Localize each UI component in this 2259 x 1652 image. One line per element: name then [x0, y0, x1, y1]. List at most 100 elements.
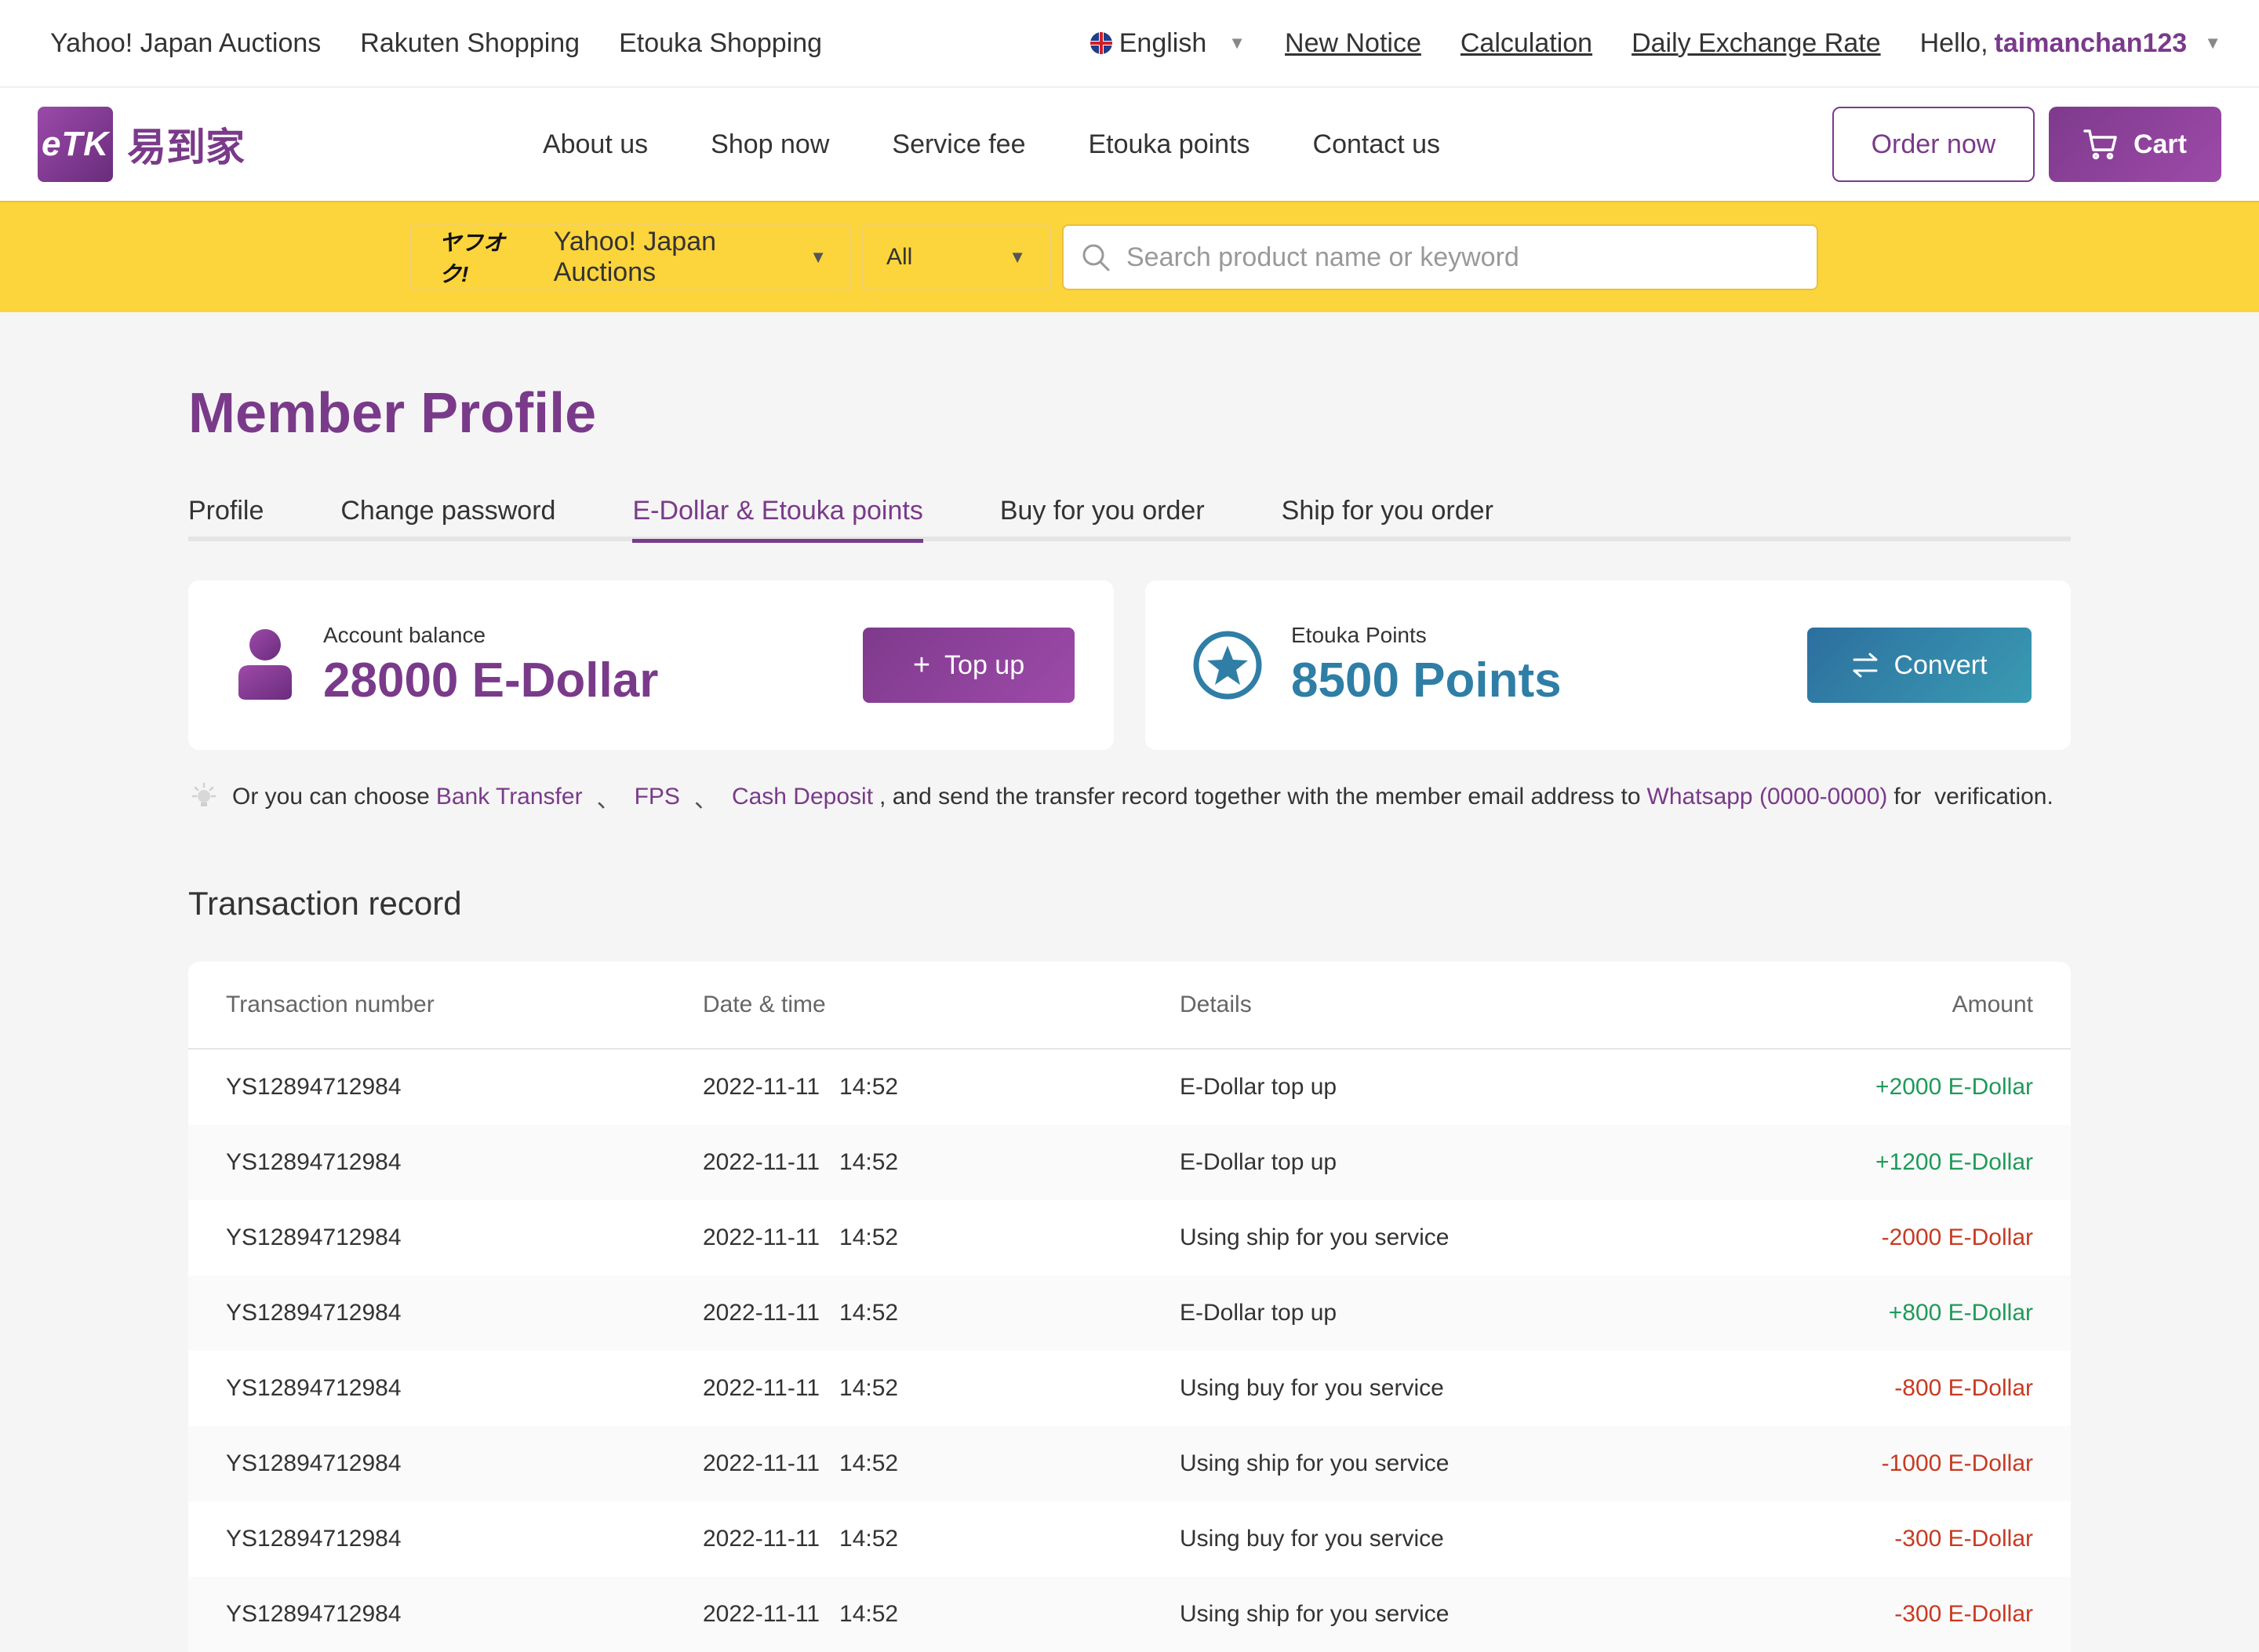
transaction-table: Transaction number Date & time Details A…: [188, 962, 2071, 1652]
nav-etouka-points[interactable]: Etouka points: [1088, 129, 1250, 159]
nav-shop-now[interactable]: Shop now: [711, 129, 830, 159]
transaction-datetime: 2022-11-11 14:52: [703, 1450, 899, 1476]
nav-service-fee[interactable]: Service fee: [892, 129, 1026, 159]
platform-select-value: Yahoo! Japan Auctions: [553, 227, 717, 287]
payment-notice: Or you can choose Bank Transfer 、 FPS 、 …: [188, 780, 2071, 814]
lightbulb-icon: [191, 782, 216, 806]
convert-button[interactable]: Convert: [1807, 628, 2032, 703]
convert-label: Convert: [1893, 650, 1988, 680]
etouka-points-card: Etouka Points 8500 Points Convert: [1145, 580, 2071, 750]
platform-select[interactable]: ヤフオク! Yahoo! Japan Auctions ▼: [409, 224, 852, 290]
table-row: YS12894712984 2022-11-11 14:52 Using ship …: [188, 1200, 2071, 1275]
table-row: YS12894712984 2022-11-11 14:52 Using buy f…: [188, 1351, 2071, 1426]
nav-about-us[interactable]: About us: [542, 129, 649, 159]
tab-buy-for-you-order[interactable]: Buy for you order: [999, 496, 1205, 526]
user-menu[interactable]: Hello, taimanchan123 ▼: [1920, 28, 2221, 59]
column-header: Transaction number: [226, 992, 435, 1017]
transaction-datetime: 2022-11-11 14:52: [703, 1375, 899, 1401]
link-rakuten-shopping[interactable]: Rakuten Shopping: [360, 27, 580, 58]
calculation-link[interactable]: Calculation: [1460, 27, 1593, 58]
transaction-amount: +1200 E-Dollar: [1875, 1149, 2033, 1175]
transaction-datetime: 2022-11-11 14:52: [703, 1149, 899, 1175]
chevron-down-icon: ▼: [1009, 247, 1026, 267]
column-header: Date & time: [703, 992, 826, 1017]
chevron-down-icon: ▼: [809, 247, 827, 267]
utility-menu: English ▼ New Notice Calculation Daily E…: [1050, 28, 2221, 59]
plus-icon: +: [912, 648, 931, 682]
transaction-details: E-Dollar top up: [1180, 1074, 1337, 1100]
table-row: YS12894712984 2022-11-11 14:52 Using ship …: [188, 1577, 2071, 1652]
main-nav: About us Shop now Service fee Etouka poi…: [511, 129, 1471, 160]
balance-value: 28000 E-Dollar: [323, 653, 659, 708]
tab-ship-for-you-order[interactable]: Ship for you order: [1281, 496, 1493, 526]
transaction-datetime: 2022-11-11 14:52: [703, 1300, 899, 1326]
logo-text: 易到家: [127, 126, 245, 169]
exchange-rate-link[interactable]: Daily Exchange Rate: [1632, 27, 1881, 58]
transaction-details: Using buy for you service: [1180, 1375, 1444, 1401]
cart-label: Cart: [2133, 129, 2187, 159]
balance-cards: Account balance 28000 E-Dollar + Top up …: [188, 580, 2071, 750]
notice-separator: 、: [693, 787, 718, 813]
account-balance-card: Account balance 28000 E-Dollar + Top up: [188, 580, 1114, 750]
category-select-value: All: [886, 244, 913, 270]
logo-badge: eTK: [38, 107, 113, 182]
transaction-details: Using buy for you service: [1180, 1526, 1444, 1552]
transaction-amount: -2000 E-Dollar: [1881, 1224, 2033, 1250]
table-row: YS12894712984 2022-11-11 14:52 Using ship …: [188, 1426, 2071, 1501]
transaction-datetime: 2022-11-11 14:52: [703, 1601, 899, 1627]
username: taimanchan123: [1994, 27, 2188, 58]
transaction-number: YS12894712984: [226, 1224, 402, 1250]
chevron-down-icon: ▼: [1228, 33, 1246, 53]
points-info: Etouka Points 8500 Points: [1291, 623, 1562, 708]
cash-deposit-link[interactable]: Cash Deposit: [731, 784, 874, 810]
transaction-amount: +800 E-Dollar: [1888, 1300, 2033, 1326]
transaction-number: YS12894712984: [226, 1149, 402, 1175]
tab-edollar-points[interactable]: E-Dollar & Etouka points: [632, 496, 924, 543]
top-up-label: Top up: [944, 650, 1025, 680]
top-up-button[interactable]: + Top up: [863, 628, 1075, 703]
platform-links: Yahoo! Japan Auctions Rakuten Shopping E…: [50, 28, 861, 59]
transaction-number: YS12894712984: [226, 1300, 402, 1326]
table-header: Transaction number Date & time Details A…: [188, 962, 2071, 1050]
balance-info: Account balance 28000 E-Dollar: [323, 623, 658, 708]
new-notice-link[interactable]: New Notice: [1285, 27, 1421, 58]
user-icon: [238, 629, 292, 700]
nav-contact-us[interactable]: Contact us: [1312, 129, 1441, 159]
balance-label: Account balance: [323, 622, 486, 647]
link-yahoo-auctions[interactable]: Yahoo! Japan Auctions: [50, 27, 322, 58]
tab-change-password[interactable]: Change password: [340, 496, 556, 526]
main-header: eTK 易到家 About us Shop now Service fee Et…: [0, 88, 2259, 201]
star-badge-icon: [1193, 631, 1262, 700]
language-selector[interactable]: English ▼: [1089, 28, 1246, 59]
cart-button[interactable]: Cart: [2048, 107, 2221, 182]
search-field[interactable]: [1062, 224, 1818, 290]
language-label: English: [1119, 27, 1207, 58]
transaction-datetime: 2022-11-11 14:52: [703, 1526, 899, 1552]
points-value: 8500 Points: [1291, 653, 1562, 708]
bank-transfer-link[interactable]: Bank Transfer: [435, 784, 583, 810]
whatsapp-link[interactable]: Whatsapp (0000-0000): [1646, 784, 1888, 810]
transaction-amount: +2000 E-Dollar: [1875, 1074, 2033, 1100]
transaction-datetime: 2022-11-11 14:52: [703, 1074, 899, 1100]
transaction-details: Using ship for you service: [1180, 1224, 1450, 1250]
order-now-button[interactable]: Order now: [1832, 107, 2035, 182]
transaction-amount: -1000 E-Dollar: [1881, 1450, 2033, 1476]
greeting-text: Hello,: [1919, 27, 1988, 58]
category-select[interactable]: All ▼: [861, 224, 1051, 290]
search-band: ヤフオク! Yahoo! Japan Auctions ▼ All ▼: [0, 201, 2259, 312]
transaction-number: YS12894712984: [226, 1526, 402, 1552]
transaction-record-title: Transaction record: [188, 885, 462, 922]
site-logo[interactable]: eTK 易到家: [38, 107, 245, 182]
transaction-amount: -300 E-Dollar: [1894, 1526, 2033, 1552]
search-input[interactable]: [1125, 241, 1768, 274]
notice-suffix: for verification.: [1893, 784, 2053, 810]
tab-profile[interactable]: Profile: [188, 496, 264, 526]
page-title: Member Profile: [188, 382, 597, 445]
table-row: YS12894712984 2022-11-11 14:52 E-Dollar to…: [188, 1125, 2071, 1200]
link-etouka-shopping[interactable]: Etouka Shopping: [619, 27, 823, 58]
notice-separator: 、: [596, 787, 620, 813]
header-actions: Order now Cart: [1832, 107, 2221, 182]
fps-link[interactable]: FPS: [634, 784, 680, 810]
column-header: Amount: [1952, 992, 2033, 1017]
transaction-datetime: 2022-11-11 14:52: [703, 1224, 899, 1250]
